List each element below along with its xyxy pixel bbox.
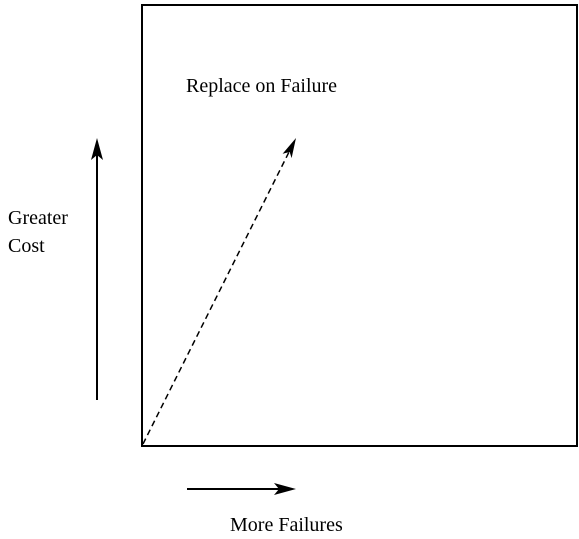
trend-arrow-head (282, 138, 296, 159)
y-arrow-head (91, 138, 103, 160)
trend-arrow-shaft (142, 151, 290, 445)
x-arrow-head (274, 483, 296, 495)
x-axis-label: More Failures (230, 514, 343, 536)
region-label: Replace on Failure (186, 75, 337, 97)
y-axis-label: Cost (8, 235, 45, 257)
y-axis-label: Greater (8, 207, 68, 229)
frame (141, 4, 578, 447)
